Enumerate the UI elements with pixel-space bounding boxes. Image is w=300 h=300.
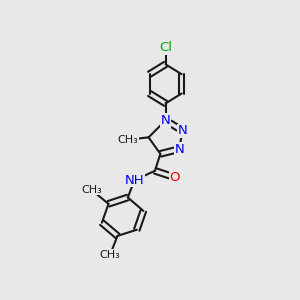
Text: CH₃: CH₃	[100, 250, 121, 260]
Text: N: N	[178, 124, 188, 137]
Text: N: N	[161, 114, 170, 127]
Text: O: O	[170, 171, 180, 184]
Text: N: N	[174, 142, 184, 156]
Text: Cl: Cl	[159, 41, 172, 54]
Text: NH: NH	[124, 174, 144, 187]
Text: CH₃: CH₃	[117, 135, 138, 145]
Text: CH₃: CH₃	[81, 185, 102, 195]
